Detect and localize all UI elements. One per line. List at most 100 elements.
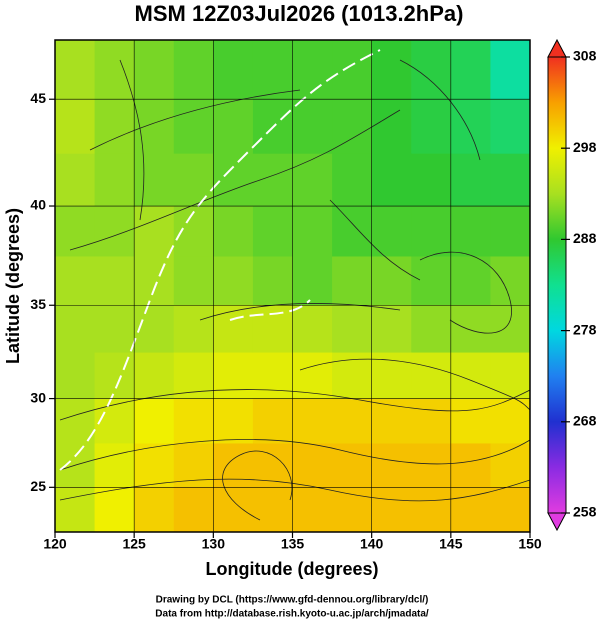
field-cell [332, 206, 373, 258]
field-cell [411, 256, 452, 306]
colorbar [547, 56, 567, 514]
field-cell [292, 206, 333, 258]
colorbar-tick-label: 288 [573, 230, 597, 246]
x-tick-label: 140 [360, 536, 384, 552]
field-cell [94, 99, 135, 155]
field-cell [371, 206, 412, 258]
field-cell [213, 40, 254, 100]
field-cell [55, 99, 96, 155]
field-cell [252, 256, 294, 306]
field-cell [213, 256, 254, 306]
field-cell [411, 153, 452, 207]
field-cell [252, 398, 294, 445]
chart-title: MSM 12Z03Jul2026 (1013.2hPa) [135, 1, 464, 26]
x-tick-label: 120 [43, 536, 67, 552]
y-tick-label: 45 [30, 90, 46, 106]
field-cell [490, 256, 530, 306]
field-cell [55, 256, 96, 306]
field-cell [450, 487, 492, 532]
field-cell [292, 487, 333, 532]
field-cell [94, 352, 135, 400]
y-tick-label: 35 [30, 296, 46, 312]
streamlines [59, 59, 530, 521]
field-cell [411, 443, 452, 488]
field-cell [411, 398, 452, 445]
field-cell [173, 99, 214, 155]
field-cell [292, 352, 333, 400]
field-cell [173, 398, 214, 445]
field-cell [173, 305, 214, 354]
field-cell [55, 153, 96, 207]
field-cell [94, 206, 135, 258]
field-cell [213, 487, 254, 532]
field-cell [490, 487, 530, 532]
field-cell [411, 99, 452, 155]
colorbar-extend-top [547, 38, 567, 58]
field-cell [490, 40, 530, 100]
field-cell [371, 352, 412, 400]
field-cell [332, 398, 373, 445]
field-cell [371, 487, 412, 532]
field-cell [252, 487, 294, 532]
field-cell [134, 398, 175, 445]
field-cell [94, 443, 135, 488]
field-cell [371, 40, 412, 100]
field-cell [332, 99, 373, 155]
field-cell [213, 99, 254, 155]
y-tick-label: 30 [30, 389, 46, 405]
footer-text: Drawing by DCL (https://www.gfd-dennou.o… [156, 595, 429, 606]
colorbar-tick-label: 308 [573, 48, 597, 64]
field-cell [173, 40, 214, 100]
footer-text: Data from http://database.rish.kyoto-u.a… [155, 609, 429, 620]
field-cell [292, 99, 333, 155]
field-cell [371, 443, 412, 488]
field-cell [450, 153, 492, 207]
field-cell [173, 153, 214, 207]
field-cell [55, 305, 96, 354]
field-cell [332, 305, 373, 354]
field-cell [134, 305, 175, 354]
field-cell [490, 443, 530, 488]
field-cell [332, 256, 373, 306]
field-cell [411, 352, 452, 400]
field-cell [55, 443, 96, 488]
field-cell [94, 487, 135, 532]
x-tick-label: 150 [518, 536, 542, 552]
field-cell [292, 256, 333, 306]
field-cell [252, 352, 294, 400]
field-cell [213, 305, 254, 354]
field-cell [94, 398, 135, 445]
field-cell [411, 305, 452, 354]
colorbar-tick-label: 278 [573, 321, 597, 337]
x-tick-label: 135 [281, 536, 305, 552]
field-cell [213, 153, 254, 207]
field-cell [450, 443, 492, 488]
field-cell [134, 256, 175, 306]
field-cell [450, 398, 492, 445]
field-cell [134, 153, 175, 207]
field-cell [134, 40, 175, 100]
field-cell [371, 256, 412, 306]
x-tick-label: 125 [122, 536, 146, 552]
field-cell [173, 206, 214, 258]
x-tick-label: 130 [202, 536, 226, 552]
field-cell [94, 153, 135, 207]
field-cell [411, 206, 452, 258]
field-cell [332, 153, 373, 207]
field-cell [173, 487, 214, 532]
field-cell [292, 153, 333, 207]
field-cell [55, 40, 96, 100]
plot-frame [54, 39, 531, 533]
field-cell [134, 206, 175, 258]
field-cell [450, 206, 492, 258]
field-cell [490, 153, 530, 207]
field-cell [490, 206, 530, 258]
field [55, 40, 530, 532]
field-cell [292, 443, 333, 488]
field-cell [213, 398, 254, 445]
field-cell [94, 256, 135, 306]
field-cell [55, 206, 96, 258]
y-tick-label: 25 [30, 478, 46, 494]
field-cell [332, 352, 373, 400]
